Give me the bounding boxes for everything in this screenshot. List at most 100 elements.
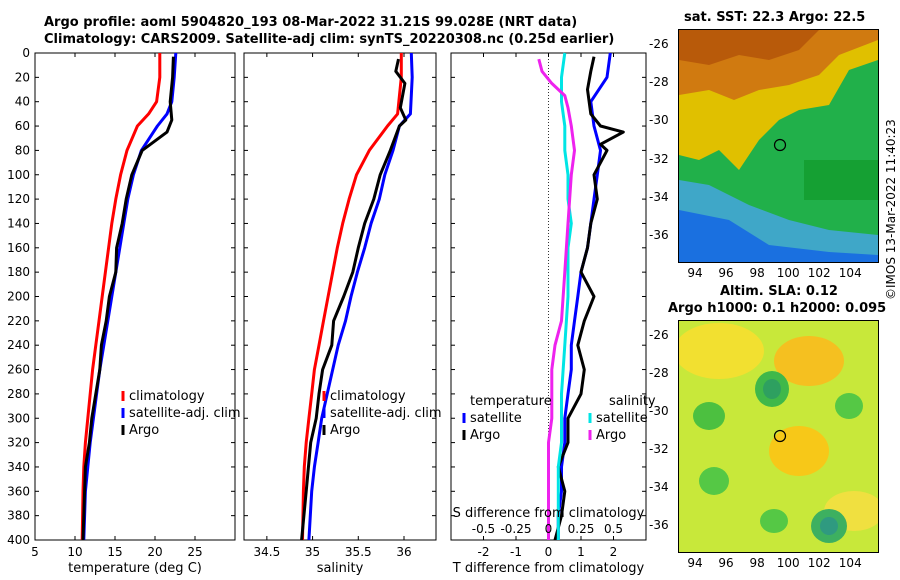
- map-x-tick-label: 104: [838, 266, 862, 280]
- sla-high-2: [774, 336, 844, 386]
- sst-field: [679, 30, 878, 262]
- x-tick-label: 1: [577, 545, 585, 559]
- x-axis-label: T difference from climatology: [452, 561, 645, 576]
- x-tick-label: 2: [610, 545, 618, 559]
- y-tick-label: 260: [7, 363, 30, 377]
- sla-low-5-core: [820, 517, 838, 535]
- series-line-s-argo: [537, 58, 576, 540]
- sla-low-4: [699, 467, 729, 495]
- map-y-tick-label: -34: [649, 189, 669, 204]
- y-tick-label: 360: [7, 484, 30, 498]
- map-y-tick-label: -36: [649, 518, 669, 533]
- map-x-tick-label: 104: [838, 556, 862, 570]
- y-tick-label: 340: [7, 460, 30, 474]
- x-tick-label: 36: [396, 545, 411, 559]
- series-line-s-satellite: [556, 52, 573, 540]
- map-y-tick-label: -34: [649, 480, 669, 495]
- legend-label: satellite: [596, 411, 648, 426]
- argo-location-marker: [773, 429, 787, 443]
- map-x-tick-label: 96: [718, 556, 734, 570]
- y-tick-label: 400: [7, 533, 30, 547]
- sst-cold-band: [679, 210, 878, 262]
- x-tick-label: 15: [107, 545, 122, 559]
- series-line-satellite-adj-clim: [82, 52, 178, 541]
- map-y-tick-label: -26: [649, 37, 669, 51]
- x-tick-label: -1: [510, 545, 522, 559]
- secondary-x-tick-label: 0.5: [604, 522, 623, 536]
- sla-low-2: [693, 402, 725, 430]
- x-axis-label: temperature (deg C): [68, 561, 202, 576]
- sla-map: [678, 320, 879, 553]
- y-tick-label: 240: [7, 338, 30, 352]
- y-tick-label: 160: [7, 241, 30, 255]
- sla-low-6: [760, 509, 788, 533]
- map-x-tick-label: 96: [718, 266, 734, 280]
- x-tick-label: 5: [31, 545, 39, 559]
- map-x-tick-label: 102: [807, 266, 831, 280]
- secondary-x-axis-label: S difference from climatology: [453, 506, 645, 521]
- x-tick-label: 25: [187, 545, 202, 559]
- map-y-tick-label: -36: [649, 227, 669, 242]
- legend-label: climatology: [330, 389, 406, 404]
- y-tick-label: 280: [7, 387, 30, 401]
- series-line-satellite-adj-clim: [307, 52, 414, 541]
- map-x-tick-label: 98: [749, 266, 765, 280]
- y-tick-label: 220: [7, 314, 30, 328]
- legend-label: Argo: [330, 423, 360, 438]
- map-y-tick-label: -26: [649, 328, 669, 342]
- sla-map-title-line-1: Altim. SLA: 0.12: [720, 284, 838, 299]
- map-x-tick-label: 100: [776, 266, 800, 280]
- y-tick-label: 100: [7, 168, 30, 182]
- y-tick-label: 300: [7, 411, 30, 425]
- series-line-argo: [300, 58, 408, 541]
- header-line-1: Argo profile: aoml 5904820_193 08-Mar-20…: [44, 15, 578, 30]
- y-tick-label: 320: [7, 436, 30, 450]
- y-tick-label: 80: [15, 143, 30, 157]
- secondary-x-tick-label: -0.25: [500, 522, 531, 536]
- x-tick-label: 20: [147, 545, 162, 559]
- map-y-tick-label: -32: [649, 151, 669, 166]
- argo-location-marker: [773, 138, 787, 152]
- x-tick-label: 34.5: [253, 545, 280, 559]
- legend-title-salinity: salinity: [609, 394, 656, 409]
- series-line-argo: [81, 56, 175, 541]
- panel-salinity: 34.5 35 35.5 36 salinity climatology satellite…: [243, 52, 442, 576]
- map-y-tick-label: -32: [649, 442, 669, 457]
- series-line-climatology: [301, 53, 403, 541]
- sst-hot-core: [679, 30, 819, 65]
- map-x-tick-label: 94: [687, 266, 703, 280]
- y-tick-label: 380: [7, 509, 30, 523]
- header-line-2: Climatology: CARS2009. Satellite-adj cli…: [44, 32, 615, 47]
- sla-high-3: [769, 426, 829, 476]
- sla-low-3: [835, 393, 863, 419]
- legend-label: Argo: [129, 423, 159, 438]
- legend-label: Argo: [596, 428, 626, 443]
- x-tick-label: 0: [545, 545, 553, 559]
- y-tick-label: 0: [22, 46, 30, 60]
- y-tick-label: 200: [7, 290, 30, 304]
- map-x-tick-label: 100: [776, 556, 800, 570]
- legend-title-temperature: temperature: [470, 394, 552, 409]
- sla-map-title-line-2: Argo h1000: 0.1 h2000: 0.095: [668, 301, 887, 316]
- legend-label: climatology: [129, 389, 205, 404]
- x-tick-label: 35.5: [345, 545, 372, 559]
- secondary-x-tick-label: 0.25: [568, 522, 595, 536]
- sla-high-1: [679, 323, 764, 379]
- x-tick-label: 10: [67, 545, 82, 559]
- y-tick-label: 20: [15, 70, 30, 84]
- y-tick-label: 60: [15, 119, 30, 133]
- sla-low-1-core: [763, 379, 781, 399]
- plot-frame: [34, 52, 236, 541]
- sst-map-title: sat. SST: 22.3 Argo: 22.5: [684, 10, 866, 25]
- sst-green-patch: [804, 160, 878, 200]
- series-line-climatology: [80, 53, 162, 541]
- sla-field: [679, 321, 878, 552]
- legend-label: satellite-adj. clim: [129, 406, 241, 421]
- map-y-tick-label: -28: [649, 75, 669, 90]
- map-y-tick-label: -28: [649, 366, 669, 381]
- map-y-tick-label: -30: [649, 113, 669, 128]
- map-x-tick-label: 98: [749, 556, 765, 570]
- y-tick-label: 180: [7, 265, 30, 279]
- map-y-tick-label: -30: [649, 404, 669, 419]
